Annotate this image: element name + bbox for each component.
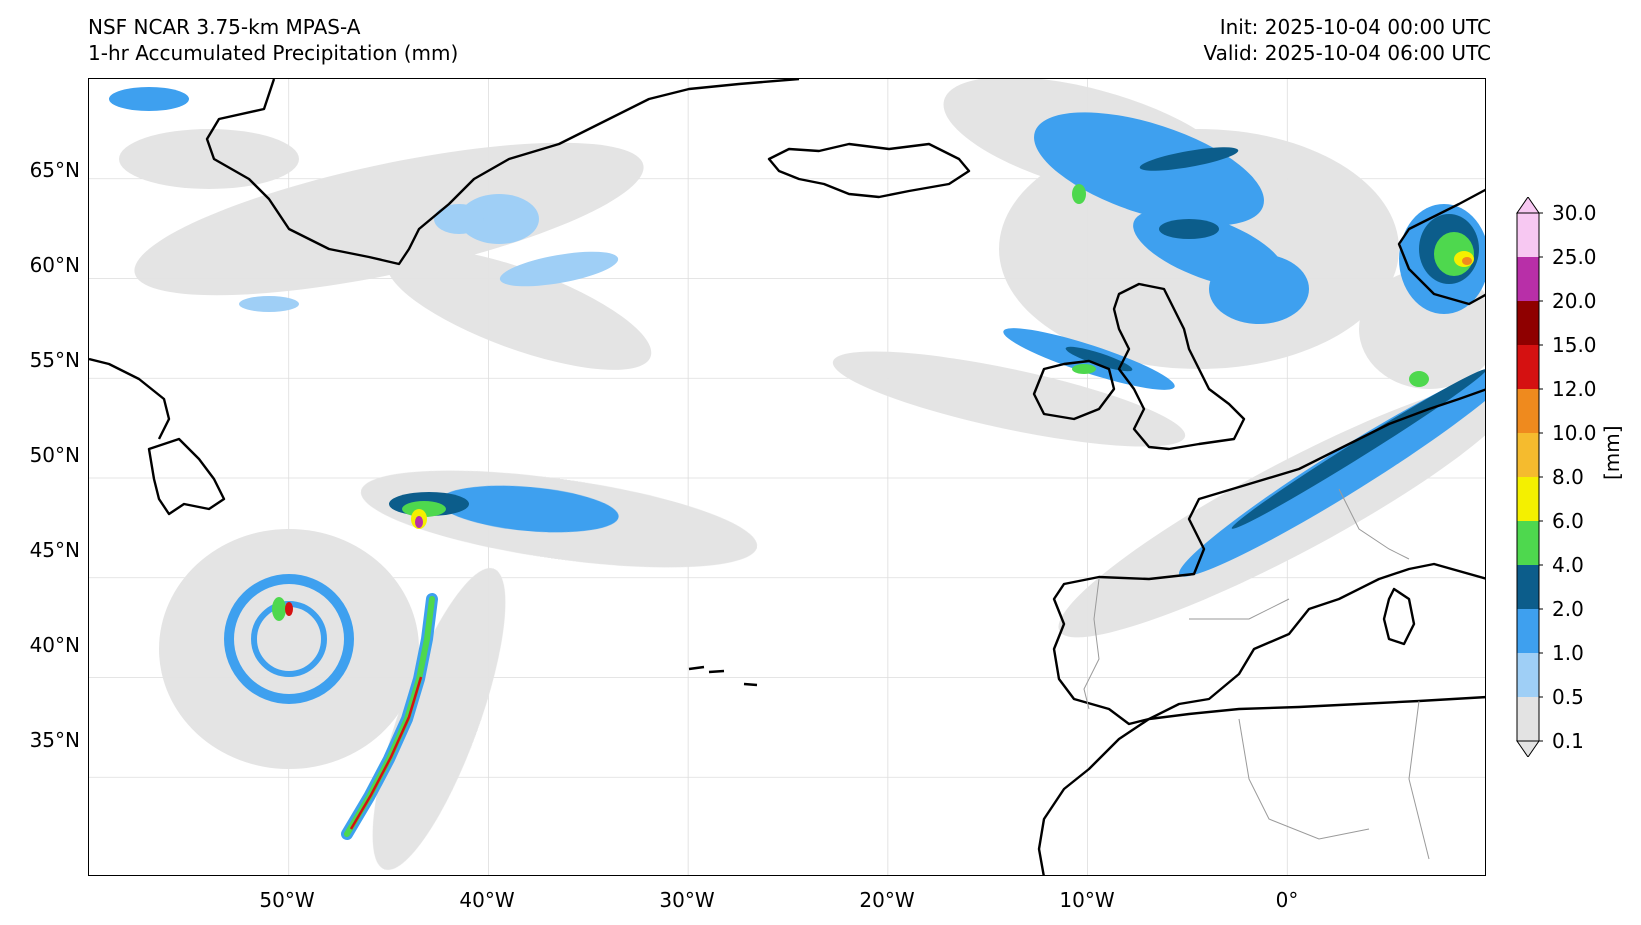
lon-label-0: 0° bbox=[1275, 888, 1299, 912]
valid-time: Valid: 2025-10-04 06:00 UTC bbox=[1203, 41, 1491, 65]
colorbar-segment bbox=[1517, 257, 1539, 301]
precip-medium-blue bbox=[109, 87, 1485, 704]
lat-label-50: 50°N bbox=[29, 443, 80, 467]
field-title: 1-hr Accumulated Precipitation (mm) bbox=[88, 41, 459, 65]
ireland-coast bbox=[1032, 359, 1116, 421]
map-canvas bbox=[89, 79, 1485, 875]
time-block: Init: 2025-10-04 00:00 UTC Valid: 2025-1… bbox=[1203, 14, 1491, 66]
colorbar-tick-label: 1.0 bbox=[1552, 641, 1584, 665]
lat-label-40: 40°N bbox=[29, 633, 80, 657]
lat-label-35: 35°N bbox=[29, 728, 80, 752]
precip-band-hurricane bbox=[341, 593, 438, 840]
sardinia-coast bbox=[1382, 587, 1416, 646]
colorbar-segment bbox=[1517, 433, 1539, 477]
colorbar-tick-label: 4.0 bbox=[1552, 553, 1584, 577]
colorbar-tick-label: 6.0 bbox=[1552, 509, 1584, 533]
colorbar-tick-label: 8.0 bbox=[1552, 465, 1584, 489]
colorbar-tick-label: 15.0 bbox=[1552, 333, 1597, 357]
lat-label-55: 55°N bbox=[29, 348, 80, 372]
colorbar-tick-label: 10.0 bbox=[1552, 421, 1597, 445]
lon-label-20w: 20°W bbox=[859, 888, 915, 912]
coastlines bbox=[89, 79, 1485, 875]
lat-label-45: 45°N bbox=[29, 538, 80, 562]
azores-islands bbox=[688, 665, 758, 687]
colorbar-tick-label: 12.0 bbox=[1552, 377, 1597, 401]
colorbar-segment bbox=[1517, 653, 1539, 697]
lon-label-10w: 10°W bbox=[1059, 888, 1115, 912]
colorbar-max-extend bbox=[1516, 197, 1540, 214]
africa-coast bbox=[1037, 695, 1485, 875]
colorbar-tick-label: 20.0 bbox=[1552, 289, 1597, 313]
colorbar-segment bbox=[1517, 565, 1539, 609]
lon-label-50w: 50°W bbox=[259, 888, 315, 912]
britain-coast bbox=[1112, 282, 1246, 451]
scandinavia-coast bbox=[1397, 188, 1485, 306]
iceland-coast bbox=[767, 142, 971, 199]
lat-label-60: 60°N bbox=[29, 253, 80, 277]
colorbar-segment bbox=[1517, 609, 1539, 653]
colorbar-tick-label: 2.0 bbox=[1552, 597, 1584, 621]
colorbar bbox=[1516, 197, 1543, 757]
lon-label-30w: 30°W bbox=[659, 888, 715, 912]
colorbar-tick-label: 30.0 bbox=[1552, 201, 1597, 225]
colorbar-segment bbox=[1517, 697, 1539, 741]
labrador-coast bbox=[89, 357, 171, 440]
colorbar-tick-label: 0.1 bbox=[1552, 729, 1584, 753]
colorbar-segment bbox=[1517, 521, 1539, 565]
lon-label-40w: 40°W bbox=[459, 888, 515, 912]
map-panel bbox=[88, 78, 1486, 876]
colorbar-segment bbox=[1517, 389, 1539, 433]
borders bbox=[1083, 488, 1430, 860]
colorbar-segment bbox=[1517, 345, 1539, 389]
init-time: Init: 2025-10-04 00:00 UTC bbox=[1219, 15, 1491, 39]
colorbar-segment bbox=[1517, 477, 1539, 521]
precip-light-gray bbox=[119, 79, 1485, 870]
colorbar-unit: [mm] bbox=[1600, 425, 1624, 480]
greenland-coast bbox=[205, 79, 800, 266]
europe-coast bbox=[1052, 388, 1485, 726]
newfoundland-coast bbox=[147, 437, 226, 516]
precip-heavy-cores bbox=[285, 251, 1474, 616]
title-block: NSF NCAR 3.75-km MPAS-A 1-hr Accumulated… bbox=[88, 14, 458, 66]
model-title: NSF NCAR 3.75-km MPAS-A bbox=[88, 15, 361, 39]
lat-label-65: 65°N bbox=[29, 158, 80, 182]
colorbar-segment bbox=[1517, 213, 1539, 257]
precip-light-blue bbox=[239, 194, 619, 312]
colorbar-tick-label: 0.5 bbox=[1552, 685, 1584, 709]
colorbar-min-extend bbox=[1516, 740, 1540, 757]
colorbar-segment bbox=[1517, 301, 1539, 345]
colorbar-tick-label: 25.0 bbox=[1552, 245, 1597, 269]
